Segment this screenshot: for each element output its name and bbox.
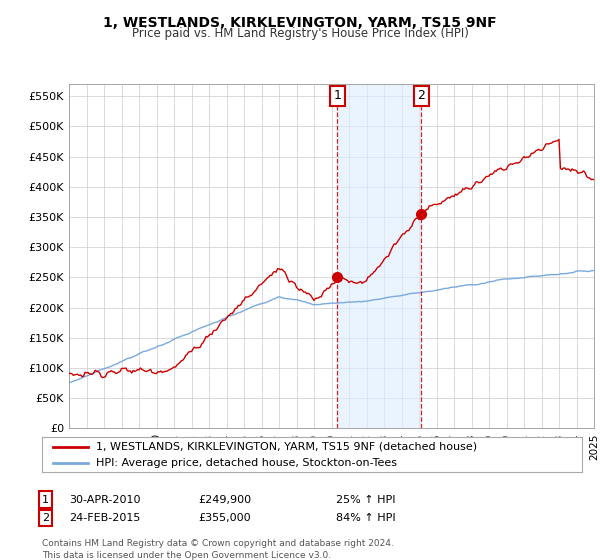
- Text: 1: 1: [334, 89, 341, 102]
- Text: 84% ↑ HPI: 84% ↑ HPI: [336, 513, 395, 523]
- Text: HPI: Average price, detached house, Stockton-on-Tees: HPI: Average price, detached house, Stoc…: [96, 458, 397, 468]
- Text: 24-FEB-2015: 24-FEB-2015: [69, 513, 140, 523]
- Text: £249,900: £249,900: [198, 494, 251, 505]
- Text: 2: 2: [42, 513, 49, 523]
- Text: 30-APR-2010: 30-APR-2010: [69, 494, 140, 505]
- Text: 1: 1: [42, 494, 49, 505]
- Text: 1, WESTLANDS, KIRKLEVINGTON, YARM, TS15 9NF: 1, WESTLANDS, KIRKLEVINGTON, YARM, TS15 …: [103, 16, 497, 30]
- Text: 1, WESTLANDS, KIRKLEVINGTON, YARM, TS15 9NF (detached house): 1, WESTLANDS, KIRKLEVINGTON, YARM, TS15 …: [96, 441, 477, 451]
- Text: Price paid vs. HM Land Registry's House Price Index (HPI): Price paid vs. HM Land Registry's House …: [131, 27, 469, 40]
- Text: £355,000: £355,000: [198, 513, 251, 523]
- Text: 2: 2: [417, 89, 425, 102]
- Text: Contains HM Land Registry data © Crown copyright and database right 2024.
This d: Contains HM Land Registry data © Crown c…: [42, 539, 394, 560]
- Bar: [337, 84, 421, 428]
- Text: 25% ↑ HPI: 25% ↑ HPI: [336, 494, 395, 505]
